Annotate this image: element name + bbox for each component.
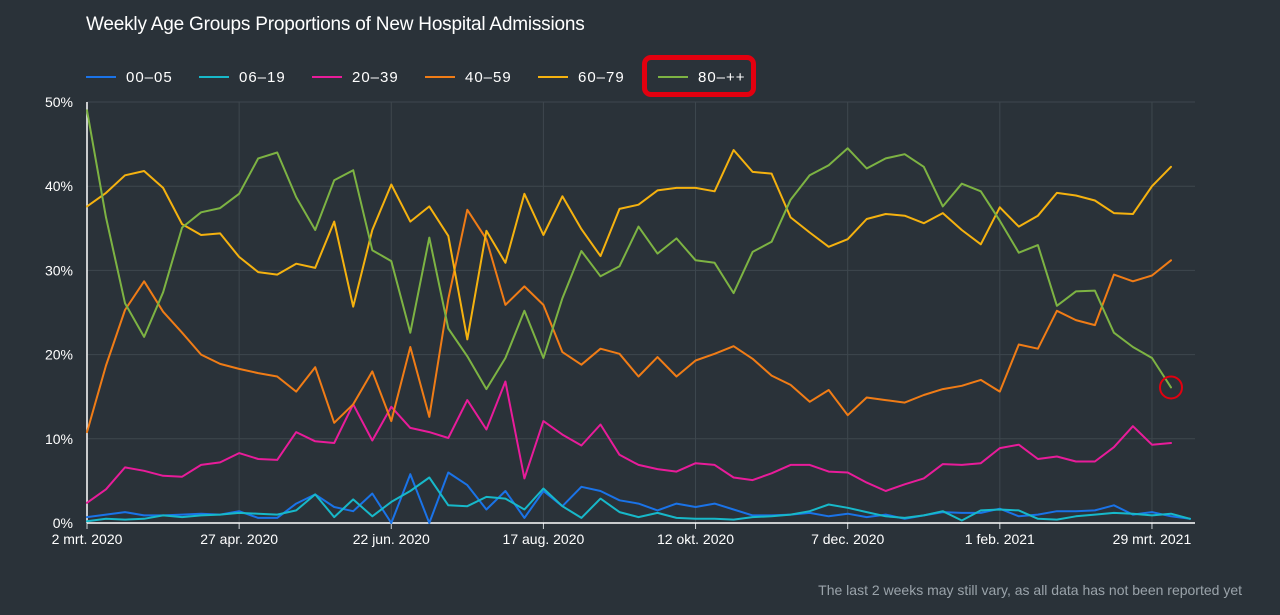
x-tick-label: 12 okt. 2020: [657, 531, 734, 547]
x-tick-label: 27 apr. 2020: [200, 531, 278, 547]
legend-label: 00–05: [126, 68, 173, 86]
x-tick-label: 29 mrt. 2021: [1113, 531, 1192, 547]
series-line-80: [86, 109, 1172, 391]
footnote: The last 2 weeks may still vary, as all …: [818, 582, 1242, 598]
legend-swatch: [86, 76, 116, 78]
series-line-20-39: [86, 380, 1172, 504]
y-tick-label: 20%: [45, 347, 73, 363]
legend-swatch: [658, 76, 688, 78]
highlighted-point-circle: [1158, 375, 1183, 400]
series-line-60-79: [86, 149, 1172, 341]
legend-label: 80–++: [698, 68, 746, 86]
legend-item-60-79[interactable]: 60–79: [538, 69, 658, 86]
legend-item-40-59[interactable]: 40–59: [425, 69, 538, 86]
legend-item-20-39[interactable]: 20–39: [312, 69, 425, 86]
x-tick-label: 1 feb. 2021: [965, 531, 1035, 547]
legend-swatch: [199, 76, 229, 78]
legend-swatch: [538, 76, 568, 78]
legend-item-80-plus[interactable]: 80–++: [658, 69, 746, 86]
x-tick-label: 17 aug. 2020: [503, 531, 585, 547]
legend-label: 40–59: [465, 68, 512, 86]
series-line-06-19: [86, 476, 1191, 523]
series-line-00-05: [86, 471, 1191, 524]
x-tick-label: 7 dec. 2020: [811, 531, 884, 547]
legend-label: 06–19: [239, 68, 286, 86]
legend-swatch: [425, 76, 455, 78]
legend-label: 60–79: [578, 68, 625, 86]
legend: 00–05 06–19 20–39 40–59 60–79 80–++: [86, 62, 746, 92]
x-tick-label: 22 jun. 2020: [353, 531, 430, 547]
y-tick-label: 30%: [45, 262, 73, 278]
y-tick-label: 0%: [53, 515, 73, 531]
series-line-40-59: [86, 208, 1172, 434]
legend-item-06-19[interactable]: 06–19: [199, 69, 312, 86]
y-tick-label: 10%: [45, 431, 73, 447]
legend-item-00-05[interactable]: 00–05: [86, 69, 199, 86]
legend-label: 20–39: [352, 68, 399, 86]
y-tick-label: 50%: [45, 94, 73, 110]
x-tick-label: 2 mrt. 2020: [52, 531, 123, 547]
y-tick-label: 40%: [45, 178, 73, 194]
chart-title: Weekly Age Groups Proportions of New Hos…: [86, 14, 585, 35]
legend-swatch: [312, 76, 342, 78]
